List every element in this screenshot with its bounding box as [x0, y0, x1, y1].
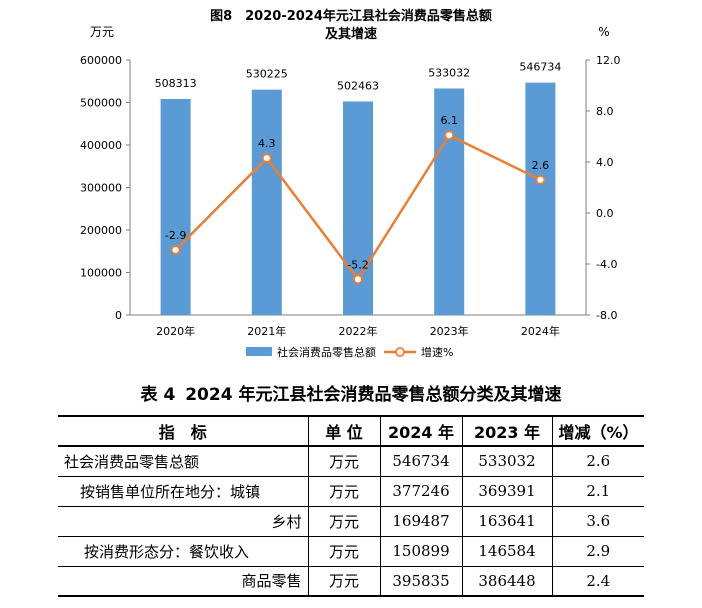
- header-change: 增减（%）: [551, 415, 644, 447]
- left-tick-label: 200000: [80, 224, 122, 237]
- chart-area: 图8 2020-2024年元江县社会消费品零售总额 及其增速 万元% 0 100000 2…: [80, 8, 621, 359]
- table-row: 按销售单位所在地分：城镇 万元 377246 369391 2.1: [58, 475, 644, 507]
- row-value-2023: 533032: [461, 445, 553, 477]
- growth-data-label: -2.9: [165, 229, 186, 242]
- category-tick-label: 2024年: [521, 324, 560, 338]
- right-axis-unit: %: [598, 25, 609, 39]
- bar-data-label: 530225: [246, 68, 288, 81]
- growth-point: [261, 153, 272, 164]
- left-tick-label: 0: [115, 309, 122, 322]
- growth-point: [444, 130, 455, 141]
- row-change: 3.6: [551, 505, 644, 537]
- right-tick-label: 8.0: [596, 105, 614, 118]
- left-tick-label: 100000: [80, 267, 122, 280]
- table-row: 社会消费品零售总额 万元 546734 533032 2.6: [58, 445, 644, 477]
- category-tick-label: 2023年: [430, 324, 469, 338]
- row-unit: 万元: [307, 535, 381, 567]
- table-title-prefix: 表 4: [140, 385, 176, 405]
- header-unit: 单 位: [307, 415, 381, 447]
- right-tick-label: 0.0: [596, 207, 614, 220]
- growth-point: [353, 274, 363, 285]
- right-tick-label: 12.0: [596, 54, 621, 67]
- category-tick-label: 2020年: [156, 324, 195, 338]
- legend-line-label: 增速%: [421, 345, 453, 359]
- table-title-text: 2024 年元江县社会消费品零售总额分类及其增速: [185, 385, 562, 405]
- growth-data-label: 2.6: [532, 159, 550, 172]
- row-value-2024: 377246: [379, 475, 463, 507]
- bar-data-label: 533032: [428, 66, 470, 79]
- category-tick-label: 2021年: [247, 324, 286, 338]
- row-value-2024: 150899: [379, 535, 463, 567]
- bar-data-label: 546734: [519, 61, 561, 74]
- growth-data-label: -5.2: [347, 258, 368, 271]
- right-tick-label: -4.0: [596, 258, 617, 271]
- legend-line-marker: [395, 347, 405, 357]
- header-2024: 2024 年: [379, 415, 463, 447]
- left-tick-label: 300000: [80, 182, 122, 195]
- growth-point: [170, 245, 181, 255]
- chart-title: 图8 2020-2024年元江县社会消费品零售总额: [210, 8, 492, 24]
- bar-data-label: 502463: [337, 79, 379, 92]
- growth-data-label: 4.3: [258, 137, 276, 150]
- left-tick-label: 500000: [80, 97, 122, 110]
- growth-point: [535, 174, 546, 185]
- row-value-2024: 546734: [379, 445, 463, 477]
- row-label: 乡村: [58, 505, 309, 537]
- row-value-2023: 163641: [461, 505, 553, 537]
- chart-subtitle: 及其增速: [325, 26, 377, 42]
- bar: [525, 82, 556, 315]
- row-value-2023: 369391: [461, 475, 553, 507]
- row-unit: 万元: [307, 505, 381, 537]
- row-value-2024: 169487: [379, 505, 463, 537]
- row-label: 按销售单位所在地分：城镇: [58, 475, 309, 507]
- bar: [160, 98, 191, 315]
- data-table: 指 标 单 位 2024 年 2023 年 增减（%） 社会消费品零售总额 万元…: [58, 415, 644, 597]
- table-row: 商品零售 万元 395835 386448 2.4: [58, 565, 644, 597]
- row-value-2023: 386448: [461, 565, 553, 597]
- bar: [434, 88, 465, 316]
- legend-bar-swatch: [246, 347, 272, 356]
- row-change: 2.6: [551, 445, 644, 477]
- right-tick-label: 4.0: [596, 156, 614, 169]
- row-change: 2.4: [551, 565, 644, 597]
- left-tick-label: 400000: [80, 139, 122, 152]
- category-tick-label: 2022年: [339, 324, 378, 338]
- header-2023: 2023 年: [461, 415, 553, 447]
- table-title: 表 4 2024 年元江县社会消费品零售总额分类及其增速: [0, 380, 702, 405]
- right-tick-label: -8.0: [596, 309, 617, 322]
- legend-bar-label: 社会消费品零售总额: [277, 345, 376, 359]
- left-axis-unit: 万元: [90, 25, 114, 39]
- row-change: 2.1: [551, 475, 644, 507]
- table-row: 按消费形态分：餐饮收入 万元 150899 146584 2.9: [58, 535, 644, 567]
- bar: [251, 89, 282, 315]
- row-unit: 万元: [307, 445, 381, 477]
- row-unit: 万元: [307, 565, 381, 597]
- table-header-row: 指 标 单 位 2024 年 2023 年 增减（%）: [58, 415, 644, 447]
- header-indicator: 指 标: [58, 415, 309, 447]
- row-label: 社会消费品零售总额: [58, 445, 309, 477]
- row-change: 2.9: [551, 535, 644, 567]
- row-label: 按消费形态分：餐饮收入: [58, 535, 309, 567]
- table-row: 乡村 万元 169487 163641 3.6: [58, 505, 644, 537]
- growth-data-label: 6.1: [440, 114, 458, 127]
- row-label: 商品零售: [58, 565, 309, 597]
- row-unit: 万元: [307, 475, 381, 507]
- bar-data-label: 508313: [155, 77, 197, 90]
- row-value-2023: 146584: [461, 535, 553, 567]
- left-tick-label: 600000: [80, 54, 122, 67]
- row-value-2024: 395835: [379, 565, 463, 597]
